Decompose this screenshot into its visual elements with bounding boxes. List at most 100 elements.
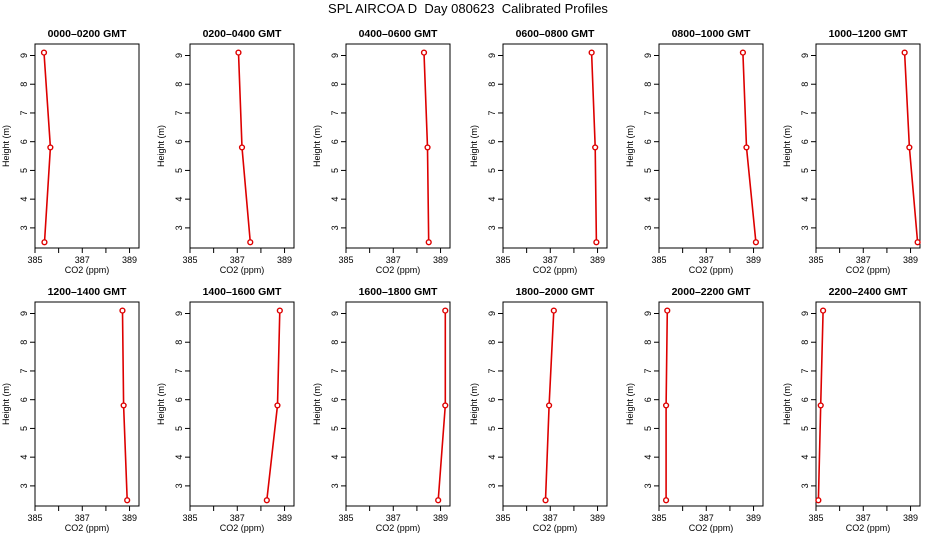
x-tick-label: 387 (543, 513, 558, 523)
x-axis-label: CO2 (ppm) (376, 265, 421, 275)
panel-title: 0400–0600 GMT (359, 28, 438, 40)
x-tick-label: 387 (699, 513, 714, 523)
y-tick-label: 5 (800, 168, 810, 173)
y-tick-label: 4 (174, 455, 184, 460)
data-point (545, 402, 553, 409)
data-point (276, 307, 283, 314)
y-tick-label: 3 (19, 225, 29, 230)
data-point (901, 49, 908, 56)
x-tick-label: 389 (903, 513, 918, 523)
data-point (662, 497, 670, 504)
data-point (743, 144, 750, 151)
x-tick-label: 385 (27, 513, 42, 523)
y-tick-label: 5 (174, 168, 184, 173)
plot-frame (658, 301, 764, 507)
y-tick-label: 3 (800, 225, 810, 230)
x-tick-label: 385 (651, 513, 666, 523)
y-tick-label: 7 (19, 110, 29, 115)
y-tick-label: 6 (643, 397, 653, 402)
y-axis-label: Height (m) (782, 383, 792, 425)
data-point (435, 497, 442, 504)
y-tick-label: 3 (643, 225, 653, 230)
x-axis-label: CO2 (ppm) (846, 265, 891, 275)
y-tick-label: 8 (174, 82, 184, 87)
x-tick-label: 385 (495, 255, 510, 265)
x-axis-label: CO2 (ppm) (689, 265, 734, 275)
y-tick-label: 4 (174, 197, 184, 202)
x-tick-label: 387 (75, 513, 90, 523)
panel-5: 0800–1000 GMT 385 387 389 3 4 5 6 7 8 9 CO2 (ppm) He… (625, 28, 764, 275)
panel-3: 0400–0600 GMT 385 387 389 3 4 5 6 7 8 9 CO2 (ppm) He… (312, 28, 451, 275)
data-point (592, 144, 599, 151)
x-tick-label: 389 (746, 513, 761, 523)
y-tick-label: 8 (643, 340, 653, 345)
data-point (238, 144, 246, 151)
x-tick-label: 387 (543, 255, 558, 265)
y-tick-label: 5 (487, 168, 497, 173)
y-tick-label: 7 (800, 368, 810, 373)
data-point (588, 49, 595, 56)
panel-title: 1600–1800 GMT (359, 286, 438, 298)
y-tick-label: 4 (330, 455, 340, 460)
y-tick-label: 9 (19, 53, 29, 58)
y-tick-label: 6 (174, 397, 184, 402)
x-tick-label: 389 (746, 255, 761, 265)
panel-title: 0200–0400 GMT (203, 28, 282, 40)
x-tick-label: 389 (277, 513, 292, 523)
plot-frame (345, 43, 451, 249)
y-tick-label: 4 (487, 455, 497, 460)
x-tick-label: 385 (808, 255, 823, 265)
panel-8: 1400–1600 GMT 385 387 389 3 4 5 6 7 8 9 CO2 (ppm) He… (156, 286, 295, 533)
data-point (550, 307, 557, 314)
data-point (664, 307, 671, 314)
y-tick-label: 8 (330, 82, 340, 87)
y-tick-label: 9 (643, 53, 653, 58)
y-tick-label: 8 (487, 340, 497, 345)
data-point (815, 497, 822, 504)
y-tick-label: 5 (800, 426, 810, 431)
y-axis-label: Height (m) (1, 383, 11, 425)
y-tick-label: 3 (174, 225, 184, 230)
data-point (119, 307, 126, 314)
data-point (420, 49, 428, 56)
y-tick-label: 7 (643, 368, 653, 373)
y-tick-label: 9 (330, 311, 340, 316)
x-tick-label: 385 (651, 255, 666, 265)
panel-2: 0200–0400 GMT 385 387 389 3 4 5 6 7 8 9 CO2 (ppm) He… (156, 28, 295, 275)
data-point (752, 239, 760, 246)
data-point (906, 144, 913, 151)
plot-frame (34, 301, 140, 507)
x-tick-label: 389 (590, 513, 605, 523)
y-tick-label: 7 (330, 110, 340, 115)
x-axis-label: CO2 (ppm) (376, 523, 421, 533)
data-point (819, 307, 827, 314)
y-tick-label: 6 (487, 397, 497, 402)
y-axis-label: Height (m) (312, 383, 322, 425)
panel-title: 2000–2200 GMT (672, 286, 751, 298)
y-tick-label: 5 (643, 426, 653, 431)
y-tick-label: 4 (19, 455, 29, 460)
x-axis-label: CO2 (ppm) (689, 523, 734, 533)
data-point (593, 239, 600, 246)
panel-title: 1800–2000 GMT (516, 286, 595, 298)
y-tick-label: 7 (487, 368, 497, 373)
y-tick-label: 3 (800, 483, 810, 488)
x-tick-label: 385 (338, 255, 353, 265)
panel-7: 1200–1400 GMT 385 387 389 3 4 5 6 7 8 9 CO2 (ppm) He… (1, 286, 140, 533)
y-tick-label: 4 (643, 455, 653, 460)
x-tick-label: 389 (122, 255, 137, 265)
y-tick-label: 4 (643, 197, 653, 202)
x-tick-label: 385 (338, 513, 353, 523)
y-tick-label: 3 (487, 225, 497, 230)
y-axis-label: Height (m) (782, 125, 792, 167)
y-tick-label: 6 (643, 139, 653, 144)
x-tick-label: 389 (590, 255, 605, 265)
y-tick-label: 7 (330, 368, 340, 373)
y-tick-label: 6 (19, 397, 29, 402)
y-axis-label: Height (m) (469, 383, 479, 425)
panel-1: 0000–0200 GMT 385 387 389 3 4 5 6 7 8 9 CO2 (ppm) He… (1, 28, 140, 275)
plot-frame (34, 43, 140, 249)
x-axis-label: CO2 (ppm) (220, 523, 265, 533)
data-point (914, 239, 921, 246)
x-axis-label: CO2 (ppm) (65, 265, 110, 275)
